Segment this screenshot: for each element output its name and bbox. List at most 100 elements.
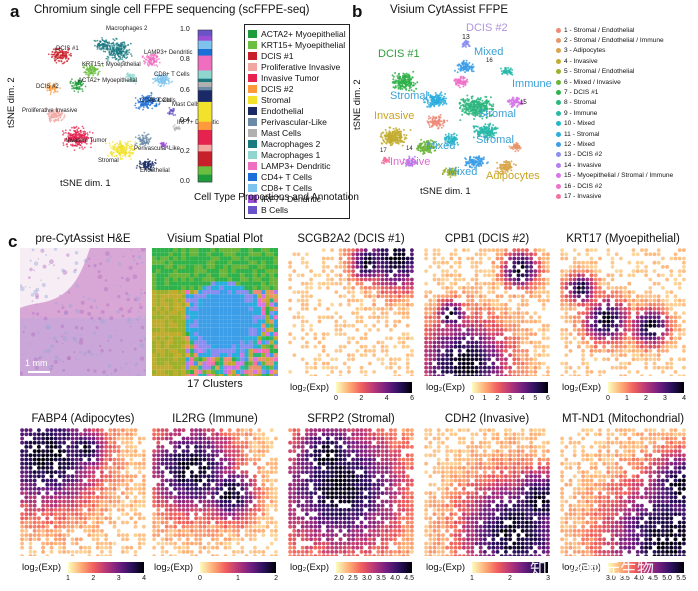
panel-a-cell-point [104,142,107,145]
panel-b-spot-point [426,102,429,104]
cluster-spot [227,327,232,332]
expression-spot [338,256,343,261]
proportion-bar-tick-label: 0.2 [180,147,190,155]
panel-a-cell-point [155,72,158,75]
legend-dot [556,162,561,168]
panel-a-cell-point [120,46,123,49]
panel-a-cell-point [82,130,85,133]
expression-spot [351,248,355,252]
panel-a-cell-point [84,132,87,135]
expression-spot [292,252,297,257]
clusters-caption: 17 Clusters [187,378,243,390]
panel-a-cell-point [60,60,63,63]
panel-b-spot-point [515,141,518,144]
cluster-spot [236,248,241,253]
cluster-spot [173,357,178,362]
cluster-spot [244,348,249,353]
cluster-spot [219,336,224,341]
panel-a-cell-point [165,73,167,76]
cluster-spot [177,357,182,362]
panel-b-spot-point [398,79,400,82]
cluster-spot [210,294,215,299]
cluster-spot [198,361,203,366]
cluster-spot [219,273,224,278]
expression-spot [376,252,381,257]
cluster-spot [185,315,190,320]
expression-spot [355,260,360,265]
panel-b-spot-point [401,144,404,147]
legend-swatch [248,172,257,181]
cluster-spot [252,306,257,311]
cluster-spot [206,369,211,374]
panel-a-cell-point [78,134,81,137]
cluster-spot [248,269,253,274]
panel-a-cell-point [97,71,100,74]
cluster-spot [189,294,194,299]
cluster-spot [215,348,220,353]
panel-a-cell-point [131,153,134,155]
cluster-spot [248,294,253,299]
cluster-spot [198,357,203,362]
cluster-spot [231,353,236,358]
panel-b-spot-point [407,78,410,81]
cluster-spot [156,374,161,376]
cluster-spot [189,323,194,328]
panel-b-spot-point [440,98,443,101]
cluster-spot [206,256,211,261]
cluster-spot [181,357,186,362]
cluster-spot [265,369,270,374]
proportion-bar-segment [198,35,212,42]
panel-a-cell-point [113,149,116,151]
panel-a-cell-point [74,130,76,132]
panel-b-spot-point [488,102,491,105]
cluster-spot [189,327,194,332]
panel-a-cell-point [49,120,52,123]
panel-b-spot-point [481,103,484,106]
panel-a-cell-point [65,143,68,146]
panel-a-cell-point [136,164,139,167]
panel-b-spot-point [443,95,446,98]
cluster-spot [252,327,257,332]
cluster-spot [215,306,220,311]
cluster-spot [248,264,253,269]
cluster-spot [210,273,215,278]
cluster-spot [194,252,199,257]
panel-a-cell-point [67,57,70,60]
panel-a-cluster-label: CD8+ T Cells [154,72,190,78]
panel-a-cell-point [60,114,63,117]
panel-a-cell-point [70,134,73,137]
panel-b-spot-point [485,116,488,119]
panel-b-spot-point [462,100,465,103]
legend-dot [556,58,561,64]
cluster-spot [236,298,241,303]
legend-label: Proliferative Invasive [261,61,341,72]
panel-a-cell-point [65,137,68,140]
panel-b-spot-point [452,167,454,170]
panel-a-cell-point [142,139,145,142]
cluster-spot [231,336,236,341]
cluster-spot [215,336,220,341]
panel-a-cell-point [160,78,163,81]
cluster-spot [206,252,211,257]
panel-b-spot-point [450,172,453,175]
cluster-spot [194,332,199,337]
panel-a-cell-point [134,97,137,99]
panel-a-cell-point [163,83,166,85]
panel-a-cell-point [69,129,71,132]
cluster-spot [156,357,161,362]
cluster-spot [173,252,178,257]
expression-spot [321,265,326,269]
cluster-spot [173,285,178,290]
panel-a-cell-point [167,79,169,82]
panel-b-spot-point [428,124,431,126]
panel-a-cell-point [121,56,124,58]
cluster-spot [160,290,165,295]
cluster-spot [215,298,220,303]
tile-image [20,248,146,376]
cluster-spot [198,332,203,337]
cluster-spot [219,315,224,320]
cluster-spot [210,340,215,345]
cluster-spot [189,365,194,370]
panel-a-cell-point [90,62,93,65]
panel-b-spot-point [427,149,430,152]
